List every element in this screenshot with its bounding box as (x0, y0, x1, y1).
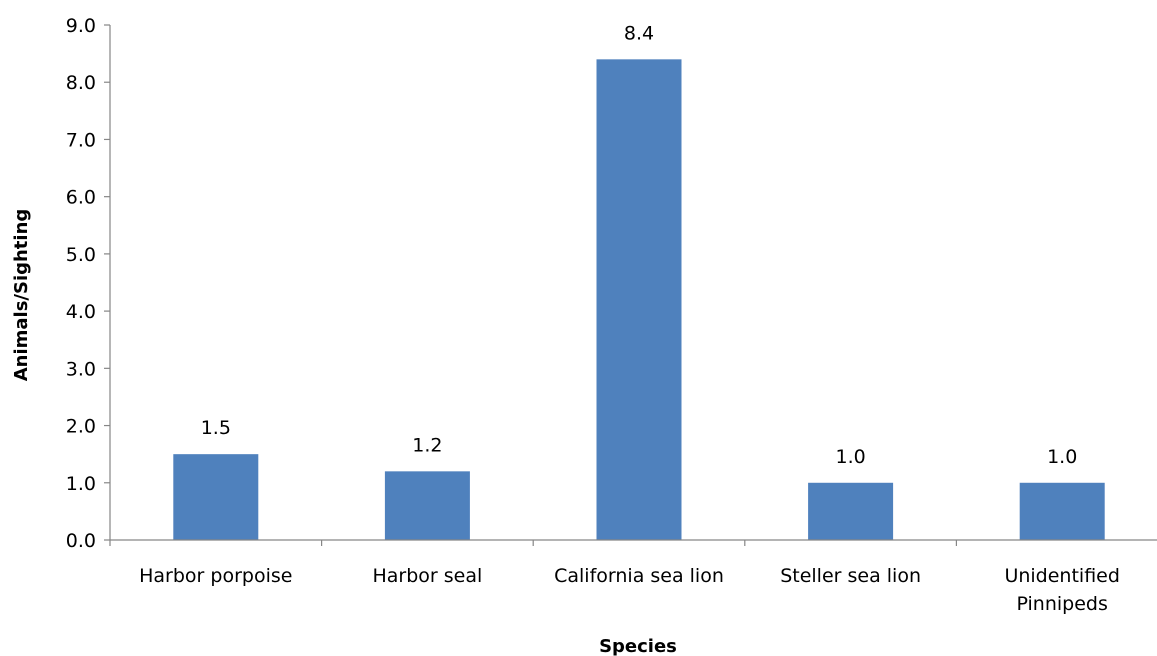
y-tick-label: 3.0 (66, 358, 96, 380)
x-axis-title: Species (599, 636, 677, 656)
bar (1019, 482, 1105, 540)
x-tick-label: California sea lion (554, 565, 724, 587)
x-tick-label: Harbor seal (373, 565, 483, 587)
bar (808, 482, 894, 540)
y-tick-label: 2.0 (66, 416, 96, 438)
y-tick-label: 0.0 (66, 530, 96, 552)
bar (173, 454, 259, 540)
value-labels: 1.5 1.2 8.4 1.0 1.0 (201, 22, 1078, 467)
y-axis-ticks: 0.0 1.0 2.0 3.0 4.0 5.0 6.0 7.0 8.0 9.0 (66, 15, 110, 552)
x-axis-ticks (109, 540, 958, 546)
data-label: 1.0 (1047, 446, 1077, 468)
data-label: 1.5 (201, 417, 231, 439)
category-labels: Harbor porpoise Harbor seal California sea… (139, 565, 1120, 615)
x-tick-label: Unidentified (1004, 565, 1119, 587)
y-tick-label: 8.0 (66, 72, 96, 94)
bar (596, 59, 682, 540)
y-tick-label: 5.0 (66, 244, 96, 266)
y-tick-label: 7.0 (66, 129, 96, 151)
bars (173, 59, 1105, 540)
y-tick-label: 9.0 (66, 15, 96, 37)
bar (384, 471, 470, 540)
data-label: 1.2 (412, 434, 442, 456)
y-tick-label: 1.0 (66, 473, 96, 495)
data-label: 8.4 (624, 22, 654, 44)
data-label: 1.0 (835, 446, 865, 468)
x-tick-label: Pinnipeds (1016, 593, 1107, 615)
x-tick-label: Steller sea lion (780, 565, 921, 587)
y-tick-label: 4.0 (66, 301, 96, 323)
y-axis-title: Animals/Sighting (11, 209, 32, 382)
y-tick-label: 6.0 (66, 187, 96, 209)
x-tick-label: Harbor porpoise (139, 565, 292, 587)
